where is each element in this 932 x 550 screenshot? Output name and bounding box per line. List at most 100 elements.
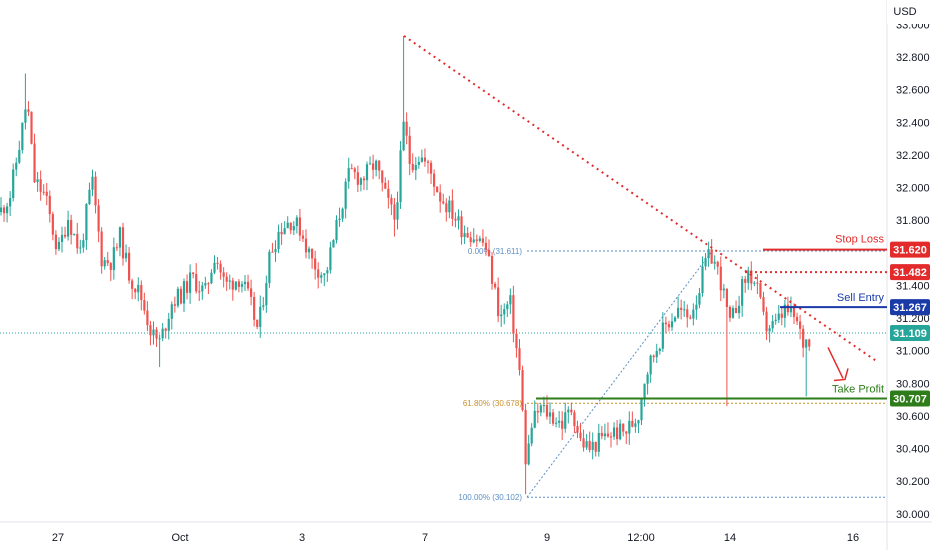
candle-body [137, 284, 140, 293]
candle-body [722, 288, 725, 291]
candle-body [326, 270, 329, 274]
candle-body [429, 162, 433, 174]
candle-body [759, 283, 762, 298]
price-tick-label: 30.600 [896, 411, 930, 423]
candle-body [240, 284, 244, 287]
price-tick-label: 31.800 [896, 215, 930, 227]
candle-body [161, 328, 164, 339]
candle-body [45, 191, 48, 196]
candle-body [734, 308, 738, 314]
candle-body [658, 348, 661, 351]
candle-body [274, 249, 277, 253]
candle-body [271, 251, 274, 253]
candle-body [115, 247, 118, 249]
candle-body [219, 263, 222, 273]
candle-body [588, 441, 591, 450]
candle-body [573, 412, 576, 427]
candle-body [353, 168, 356, 173]
candle-body [134, 288, 137, 293]
candle-body [234, 281, 237, 290]
candlestick-series [0, 35, 811, 495]
candle-body [48, 195, 51, 215]
candle-body [179, 288, 183, 304]
candle-body [731, 308, 735, 318]
candle-body [381, 170, 384, 183]
candle-body [667, 324, 671, 328]
time-tick-label: 3 [299, 532, 305, 544]
candle-body [683, 309, 686, 311]
candle-body [649, 355, 652, 375]
candle-body [210, 272, 213, 284]
candle-body [497, 287, 500, 317]
candle-body [750, 270, 753, 284]
candle-body [600, 432, 603, 437]
time-tick-label: 7 [422, 532, 428, 544]
candle-body [128, 252, 131, 281]
resistance-price-tag-text: 31.482 [893, 267, 927, 279]
candle-body [774, 319, 777, 322]
fib-level-label: 100.00% (30.102) [458, 493, 522, 502]
candle-body [728, 306, 732, 318]
candle-body [338, 218, 341, 221]
fib-trend-line [526, 250, 713, 498]
candle-body [725, 288, 728, 307]
candle-body [808, 339, 811, 347]
candle-body [27, 109, 30, 112]
candle-body [643, 383, 646, 400]
candle-body [67, 220, 70, 237]
candle-body [182, 281, 186, 304]
candle-body [375, 160, 378, 170]
stop-loss-price-tag-text: 31.620 [893, 245, 927, 257]
candle-body [112, 247, 115, 270]
candle-body [359, 178, 362, 185]
sell-entry-price-tag-text: 31.267 [893, 302, 927, 314]
candle-body [201, 285, 204, 292]
candle-body [396, 202, 399, 220]
candle-body [76, 233, 79, 249]
candle-body [433, 173, 436, 187]
candle-body [277, 231, 280, 250]
candle-body [149, 325, 152, 336]
sell-entry-price-tag [890, 299, 930, 316]
candle-body [222, 272, 225, 277]
candle-body [439, 192, 442, 202]
candle-body [481, 238, 484, 243]
candle-body [536, 410, 539, 413]
candle-body [231, 280, 234, 290]
time-axis[interactable]: 27 Oct 3 7 9 12:00 14 16 [52, 532, 859, 544]
candle-body [378, 160, 381, 171]
time-tick-label: 27 [52, 532, 64, 544]
candle-body [698, 293, 701, 305]
fib-level-label: 61.80% (30.678) [463, 399, 522, 408]
candle-body [213, 262, 216, 273]
candle-body [616, 427, 619, 440]
candle-body [704, 258, 707, 267]
candle-body [515, 333, 518, 349]
time-tick-label: 12:00 [627, 532, 655, 544]
candle-body [265, 283, 268, 306]
candle-body [777, 313, 780, 320]
candle-body [390, 197, 393, 205]
time-tick-label: 14 [724, 532, 736, 544]
candle-body [304, 238, 308, 253]
currency-label[interactable]: USD [893, 6, 916, 18]
candle-body [155, 329, 158, 339]
candle-body [545, 405, 549, 417]
candle-body [802, 328, 805, 348]
candle-body [15, 162, 18, 170]
candle-body [204, 283, 207, 286]
candle-body [365, 164, 369, 181]
candle-body [637, 420, 640, 424]
candle-body [158, 338, 161, 340]
candle-body [506, 304, 509, 310]
candle-body [469, 237, 472, 243]
candle-body [146, 310, 149, 326]
candle-body [335, 220, 338, 240]
candle-body [246, 281, 250, 289]
candle-body [713, 261, 716, 264]
price-tick-label: 32.000 [896, 183, 930, 195]
candle-body [442, 201, 445, 204]
candle-body [756, 282, 759, 284]
candle-body [555, 422, 558, 424]
